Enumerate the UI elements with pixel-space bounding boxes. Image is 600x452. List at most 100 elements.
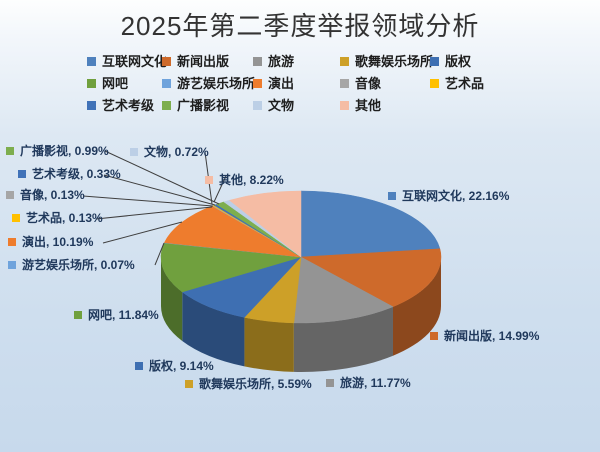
- data-label-text: 游艺娱乐场所, 0.07%: [22, 258, 135, 272]
- data-label-text: 网吧, 11.84%: [88, 308, 159, 322]
- legend-label: 艺术品: [445, 76, 485, 91]
- legend-item: 艺术考级: [87, 98, 154, 113]
- data-label-swatch-icon: [6, 191, 14, 199]
- legend-item: 版权: [430, 54, 471, 69]
- data-label-text: 新闻出版, 14.99%: [444, 329, 540, 343]
- pie-slice: [293, 256, 394, 324]
- leader-line: [102, 221, 183, 244]
- data-label-swatch-icon: [388, 192, 396, 200]
- data-label-text: 旅游, 11.77%: [340, 376, 411, 390]
- data-label: 演出, 10.19%: [8, 234, 93, 250]
- data-label-swatch-icon: [205, 176, 213, 184]
- data-label-text: 其他, 8.22%: [219, 173, 284, 187]
- legend-swatch-icon: [430, 79, 439, 88]
- data-label-swatch-icon: [6, 147, 14, 155]
- legend-swatch-icon: [340, 101, 349, 110]
- data-label-text: 广播影视, 0.99%: [20, 144, 109, 158]
- pie-slice-side: [182, 291, 245, 367]
- data-label: 广播影视, 0.99%: [6, 143, 109, 159]
- data-label-text: 版权, 9.14%: [149, 359, 214, 373]
- data-label-swatch-icon: [8, 238, 16, 246]
- legend-swatch-icon: [430, 57, 439, 66]
- data-label-text: 艺术考级, 0.33%: [32, 167, 121, 181]
- leader-line: [95, 206, 213, 220]
- pie-slice: [228, 190, 302, 258]
- leader-line: [82, 195, 214, 207]
- pie-slice-side: [161, 257, 183, 341]
- leader-line: [154, 242, 165, 266]
- legend-swatch-icon: [253, 101, 262, 110]
- legend-label: 歌舞娱乐场所: [355, 54, 434, 69]
- pie-slice: [300, 190, 441, 258]
- data-label-swatch-icon: [8, 261, 16, 269]
- legend-item: 互联网文化: [87, 54, 167, 69]
- pie-slice-side: [392, 257, 441, 356]
- data-label: 歌舞娱乐场所, 5.59%: [185, 376, 312, 392]
- legend-label: 演出: [268, 76, 295, 91]
- data-label: 版权, 9.14%: [135, 358, 214, 374]
- data-label-text: 文物, 0.72%: [144, 145, 209, 159]
- data-label: 网吧, 11.84%: [74, 307, 159, 323]
- data-label-swatch-icon: [135, 362, 143, 370]
- data-label-swatch-icon: [130, 148, 138, 156]
- data-label: 文物, 0.72%: [130, 144, 209, 160]
- data-label-text: 演出, 10.19%: [22, 235, 94, 249]
- legend-label: 广播影视: [177, 98, 230, 113]
- pie-slice: [300, 248, 442, 308]
- chart-title: 2025年第二季度举报领域分析: [120, 11, 480, 41]
- legend-item: 新闻出版: [162, 54, 229, 69]
- legend-label: 音像: [355, 76, 382, 91]
- data-label-swatch-icon: [18, 170, 26, 178]
- legend-swatch-icon: [87, 101, 96, 110]
- legend-item: 艺术品: [430, 76, 484, 91]
- legend-item: 游艺娱乐场所: [162, 76, 255, 91]
- legend-swatch-icon: [87, 79, 96, 88]
- pie-slice: [181, 256, 302, 318]
- legend-label: 其他: [355, 98, 382, 113]
- legend-label: 互联网文化: [102, 54, 168, 69]
- data-label: 新闻出版, 14.99%: [430, 328, 539, 344]
- data-label-text: 艺术品, 0.13%: [26, 211, 103, 225]
- data-label: 互联网文化, 22.16%: [388, 188, 509, 204]
- legend-swatch-icon: [87, 57, 96, 66]
- legend-label: 新闻出版: [177, 54, 230, 69]
- legend-swatch-icon: [253, 79, 262, 88]
- data-label-text: 歌舞娱乐场所, 5.59%: [199, 377, 312, 391]
- data-label: 其他, 8.22%: [205, 172, 284, 188]
- legend-item: 其他: [340, 98, 381, 113]
- data-label-text: 互联网文化, 22.16%: [402, 189, 510, 203]
- legend-label: 版权: [445, 54, 472, 69]
- data-label-swatch-icon: [326, 379, 334, 387]
- legend-label: 游艺娱乐场所: [177, 76, 256, 91]
- legend-item: 演出: [253, 76, 294, 91]
- data-label: 艺术品, 0.13%: [12, 210, 103, 226]
- data-label: 游艺娱乐场所, 0.07%: [8, 257, 135, 273]
- legend-label: 网吧: [102, 76, 129, 91]
- data-label-swatch-icon: [185, 380, 193, 388]
- legend-item: 广播影视: [162, 98, 229, 113]
- leader-line: [104, 150, 220, 205]
- legend-item: 旅游: [253, 54, 294, 69]
- legend-swatch-icon: [162, 57, 171, 66]
- leader-line: [103, 174, 216, 206]
- legend-swatch-icon: [253, 57, 262, 66]
- legend-label: 艺术考级: [102, 98, 155, 113]
- data-label-swatch-icon: [430, 332, 438, 340]
- data-label: 旅游, 11.77%: [326, 375, 411, 391]
- data-label-text: 音像, 0.13%: [20, 188, 85, 202]
- legend-swatch-icon: [162, 79, 171, 88]
- legend-label: 文物: [268, 98, 295, 113]
- legend-item: 音像: [340, 76, 381, 91]
- legend-item: 歌舞娱乐场所: [340, 54, 433, 69]
- data-label-swatch-icon: [74, 311, 82, 319]
- legend-swatch-icon: [162, 101, 171, 110]
- legend-label: 旅游: [268, 54, 295, 69]
- data-label: 艺术考级, 0.33%: [18, 166, 121, 182]
- pie-slice-side: [244, 317, 294, 372]
- legend-swatch-icon: [340, 57, 349, 66]
- legend-item: 网吧: [87, 76, 128, 91]
- data-label-swatch-icon: [12, 214, 20, 222]
- legend-item: 文物: [253, 98, 294, 113]
